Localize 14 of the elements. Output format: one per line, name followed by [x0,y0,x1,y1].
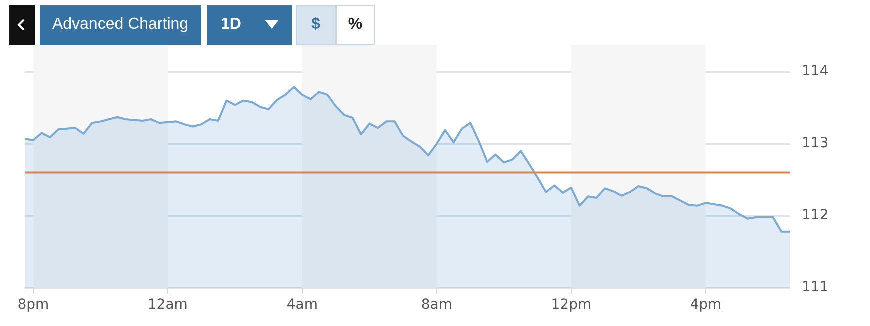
x-tick-label: 8pm [18,297,50,314]
x-tick-label: 12am [148,297,188,314]
y-tick-label: 112 [802,208,829,224]
text: Advanced Charting [52,16,189,34]
x-tick-label: 8am [421,297,452,314]
y-tick-label: 111 [802,280,829,296]
y-tick-label: 113 [802,136,829,152]
y-tick-label: 114 [802,64,829,80]
text: 1D [221,16,242,34]
text: % [348,16,363,34]
text: $ [312,16,320,34]
x-tick-label: 4am [286,297,318,314]
x-tick-label: 12pm [551,297,592,314]
x-tick-label: 4pm [690,297,722,314]
